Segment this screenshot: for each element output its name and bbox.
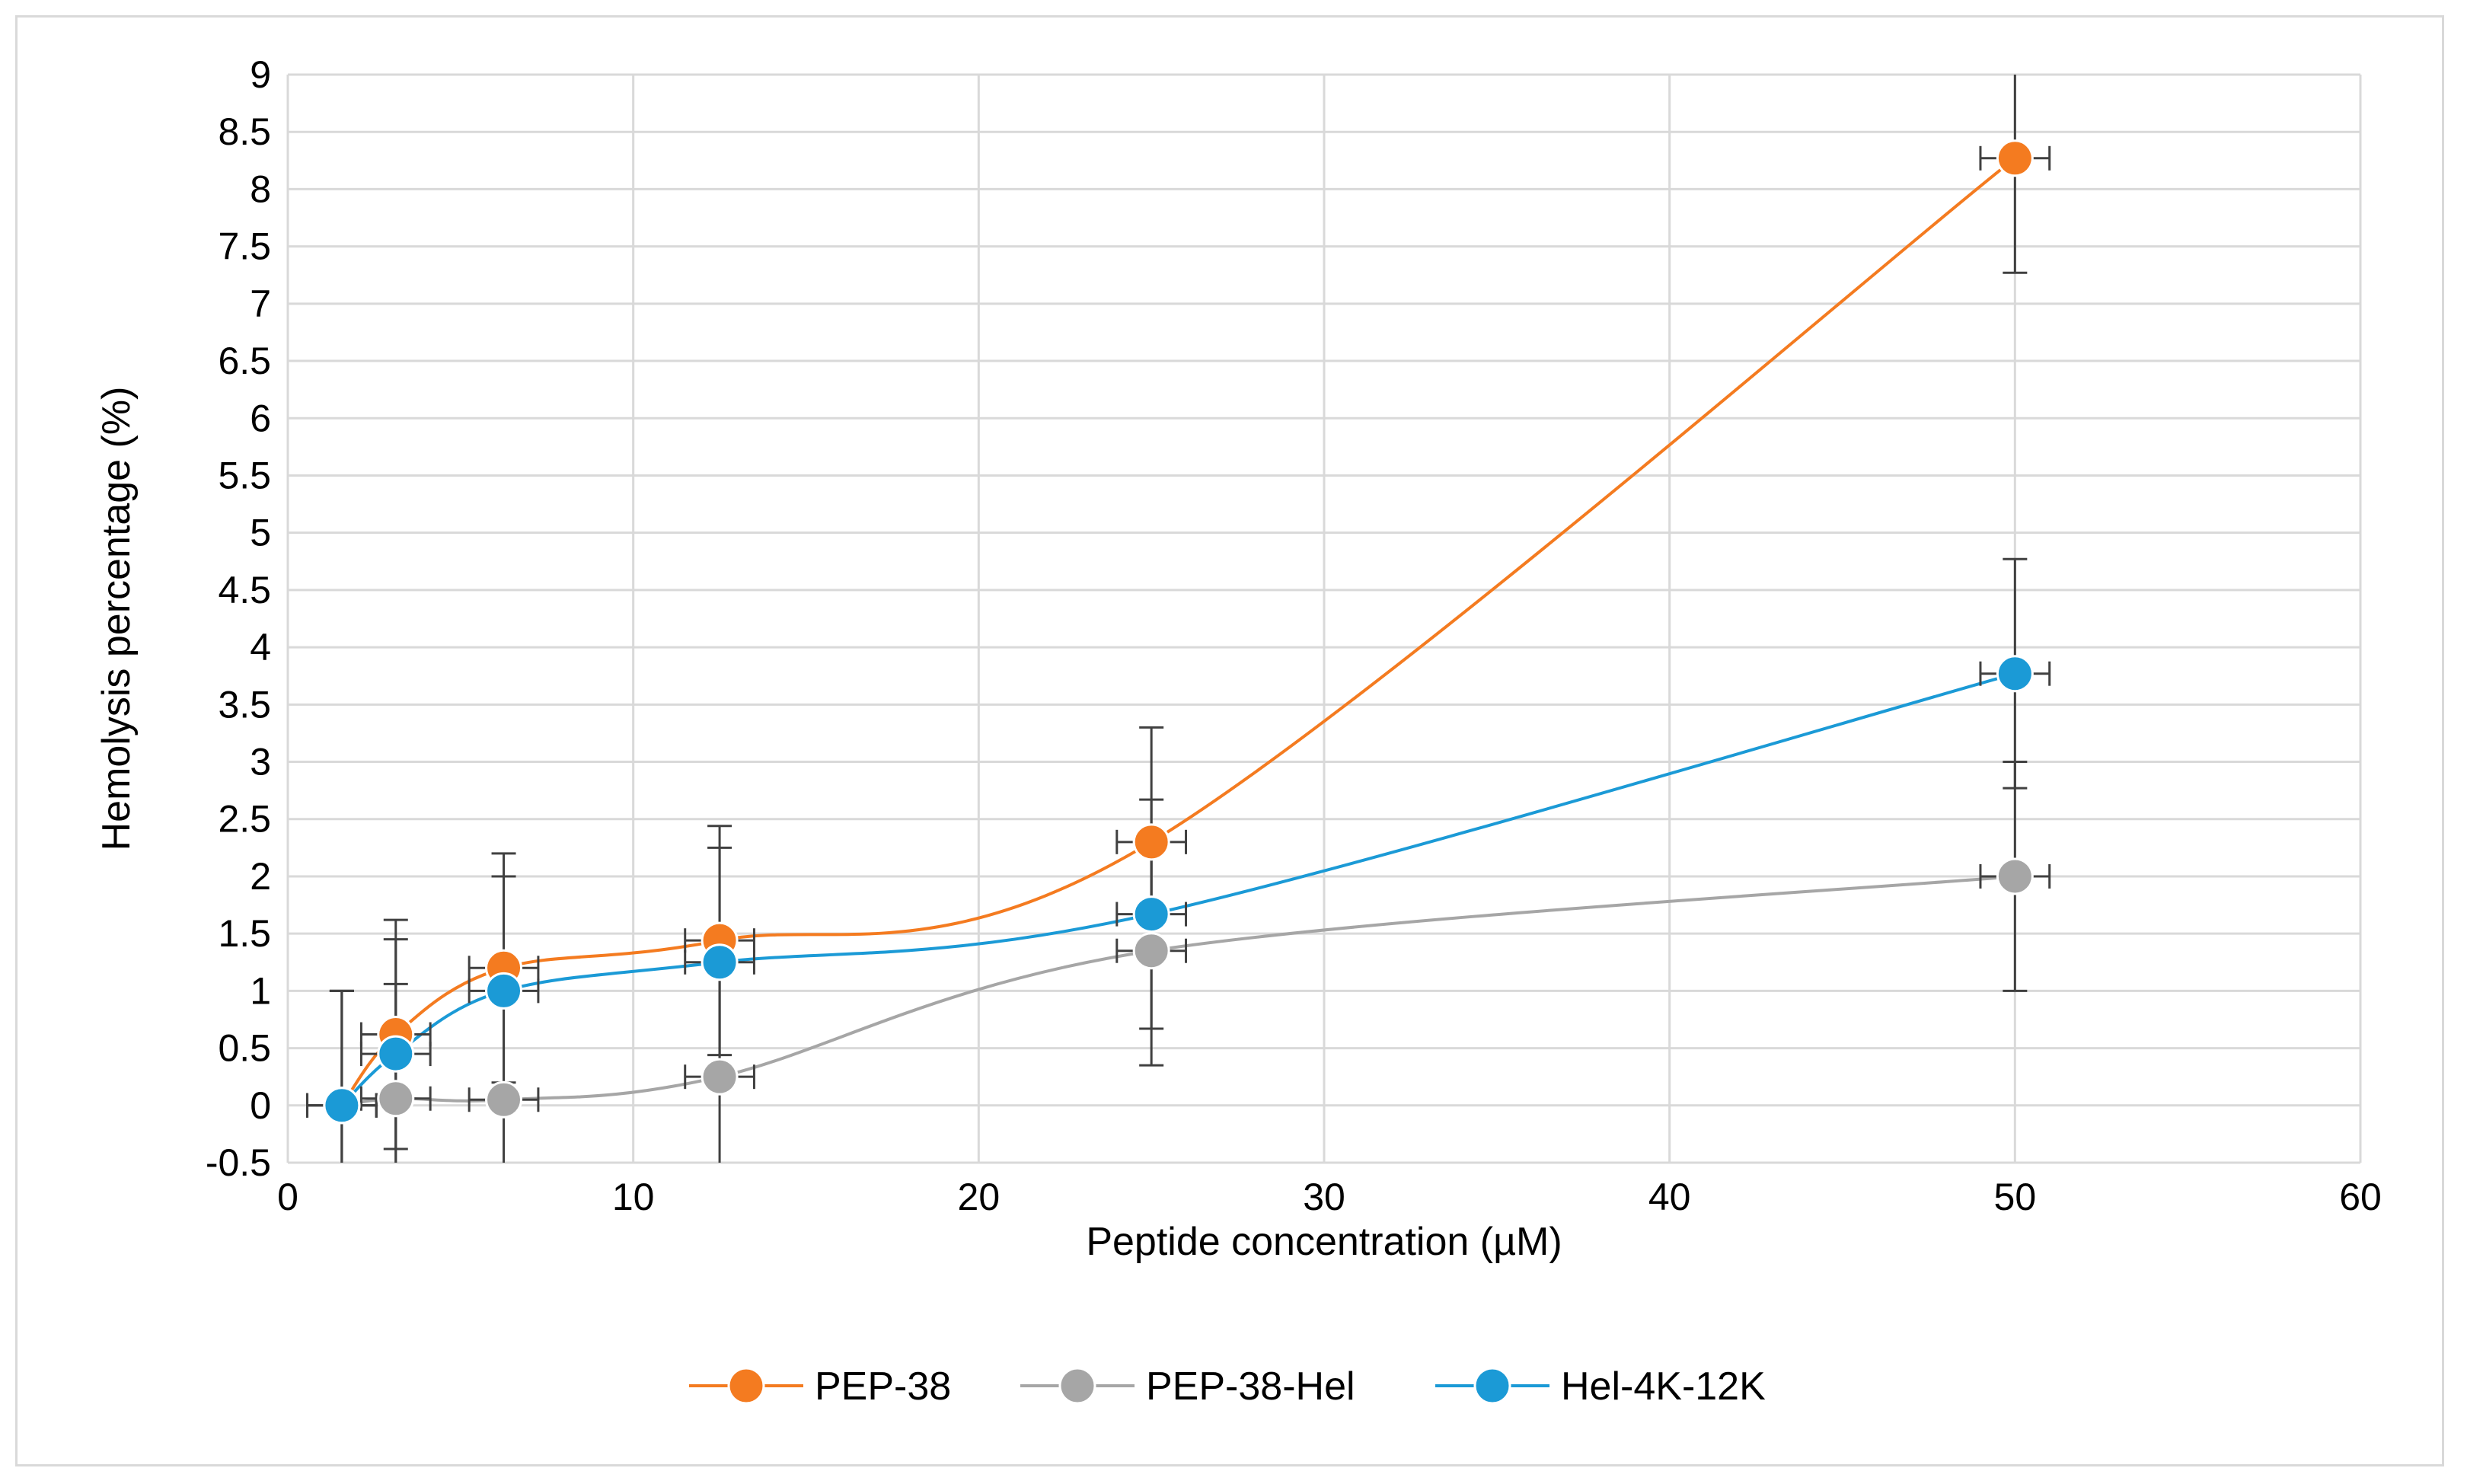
x-tick-label: 20	[958, 1176, 1001, 1218]
data-points	[323, 139, 2034, 1125]
x-tick-label: 60	[2339, 1176, 2382, 1218]
data-point-0	[1996, 139, 2034, 177]
data-point-2	[701, 943, 739, 981]
y-tick-label: -0.5	[206, 1141, 271, 1184]
data-point-0	[1132, 823, 1170, 861]
data-point-1	[485, 1080, 523, 1119]
y-tick-label: 6.5	[218, 340, 271, 382]
data-point-2	[377, 1035, 415, 1073]
data-point-1	[1996, 857, 2034, 895]
y-tick-label: 6	[250, 397, 271, 439]
y-tick-label: 7.5	[218, 225, 271, 268]
legend-label-2: Hel-4K-12K	[1561, 1364, 1766, 1409]
y-tick-label: 5	[250, 512, 271, 554]
data-point-2	[1996, 655, 2034, 693]
x-tick-label: 10	[612, 1176, 655, 1218]
legend: PEP-38 PEP-38-Hel Hel-4K-12K	[689, 1364, 1766, 1409]
legend-marker-1	[1058, 1367, 1096, 1405]
x-tick-label: 30	[1303, 1176, 1345, 1218]
legend-label-1: PEP-38-Hel	[1146, 1364, 1355, 1409]
series-line-2	[340, 672, 2015, 1107]
chart-frame	[15, 15, 2444, 1466]
series-line-1	[341, 874, 2015, 1107]
x-tick-label: 50	[1994, 1176, 2037, 1218]
y-tick-label: 7	[250, 282, 271, 325]
y-tick-label: 3.5	[218, 683, 271, 726]
x-axis-title: Peptide concentration (µM)	[1086, 1220, 1562, 1264]
data-point-1	[377, 1080, 415, 1118]
y-tick-label: 8.5	[218, 110, 271, 153]
legend-label-0: PEP-38	[815, 1364, 951, 1409]
y-tick-label: 8	[250, 168, 271, 210]
error-bars	[306, 75, 2051, 1163]
y-tick-label: 2.5	[218, 798, 271, 841]
y-tick-label: 0.5	[218, 1027, 271, 1070]
data-point-2	[1132, 895, 1170, 933]
series-lines	[340, 157, 2016, 1107]
y-tick-label: 1.5	[218, 912, 271, 955]
y-tick-label: 5.5	[218, 454, 271, 496]
y-tick-label: 9	[250, 53, 271, 96]
data-point-1	[701, 1058, 739, 1096]
legend-marker-2	[1473, 1367, 1511, 1405]
data-point-2	[485, 972, 523, 1010]
y-tick-label: 3	[250, 741, 271, 783]
tick-labels: -0.500.511.522.533.544.555.566.577.588.5…	[206, 53, 2382, 1218]
series-line-0	[340, 157, 2016, 1106]
data-point-2	[323, 1087, 361, 1125]
y-tick-label: 4.5	[218, 569, 271, 611]
grid	[286, 73, 2362, 1164]
y-tick-label: 1	[250, 969, 271, 1012]
y-tick-label: 0	[250, 1084, 271, 1127]
y-tick-label: 2	[250, 855, 271, 898]
x-tick-label: 0	[277, 1176, 298, 1218]
data-point-1	[1132, 932, 1170, 970]
y-tick-label: 4	[250, 626, 271, 669]
x-tick-label: 40	[1648, 1176, 1691, 1218]
y-axis-title: Hemolysis percentage (%)	[94, 387, 139, 851]
legend-marker-0	[727, 1367, 765, 1405]
